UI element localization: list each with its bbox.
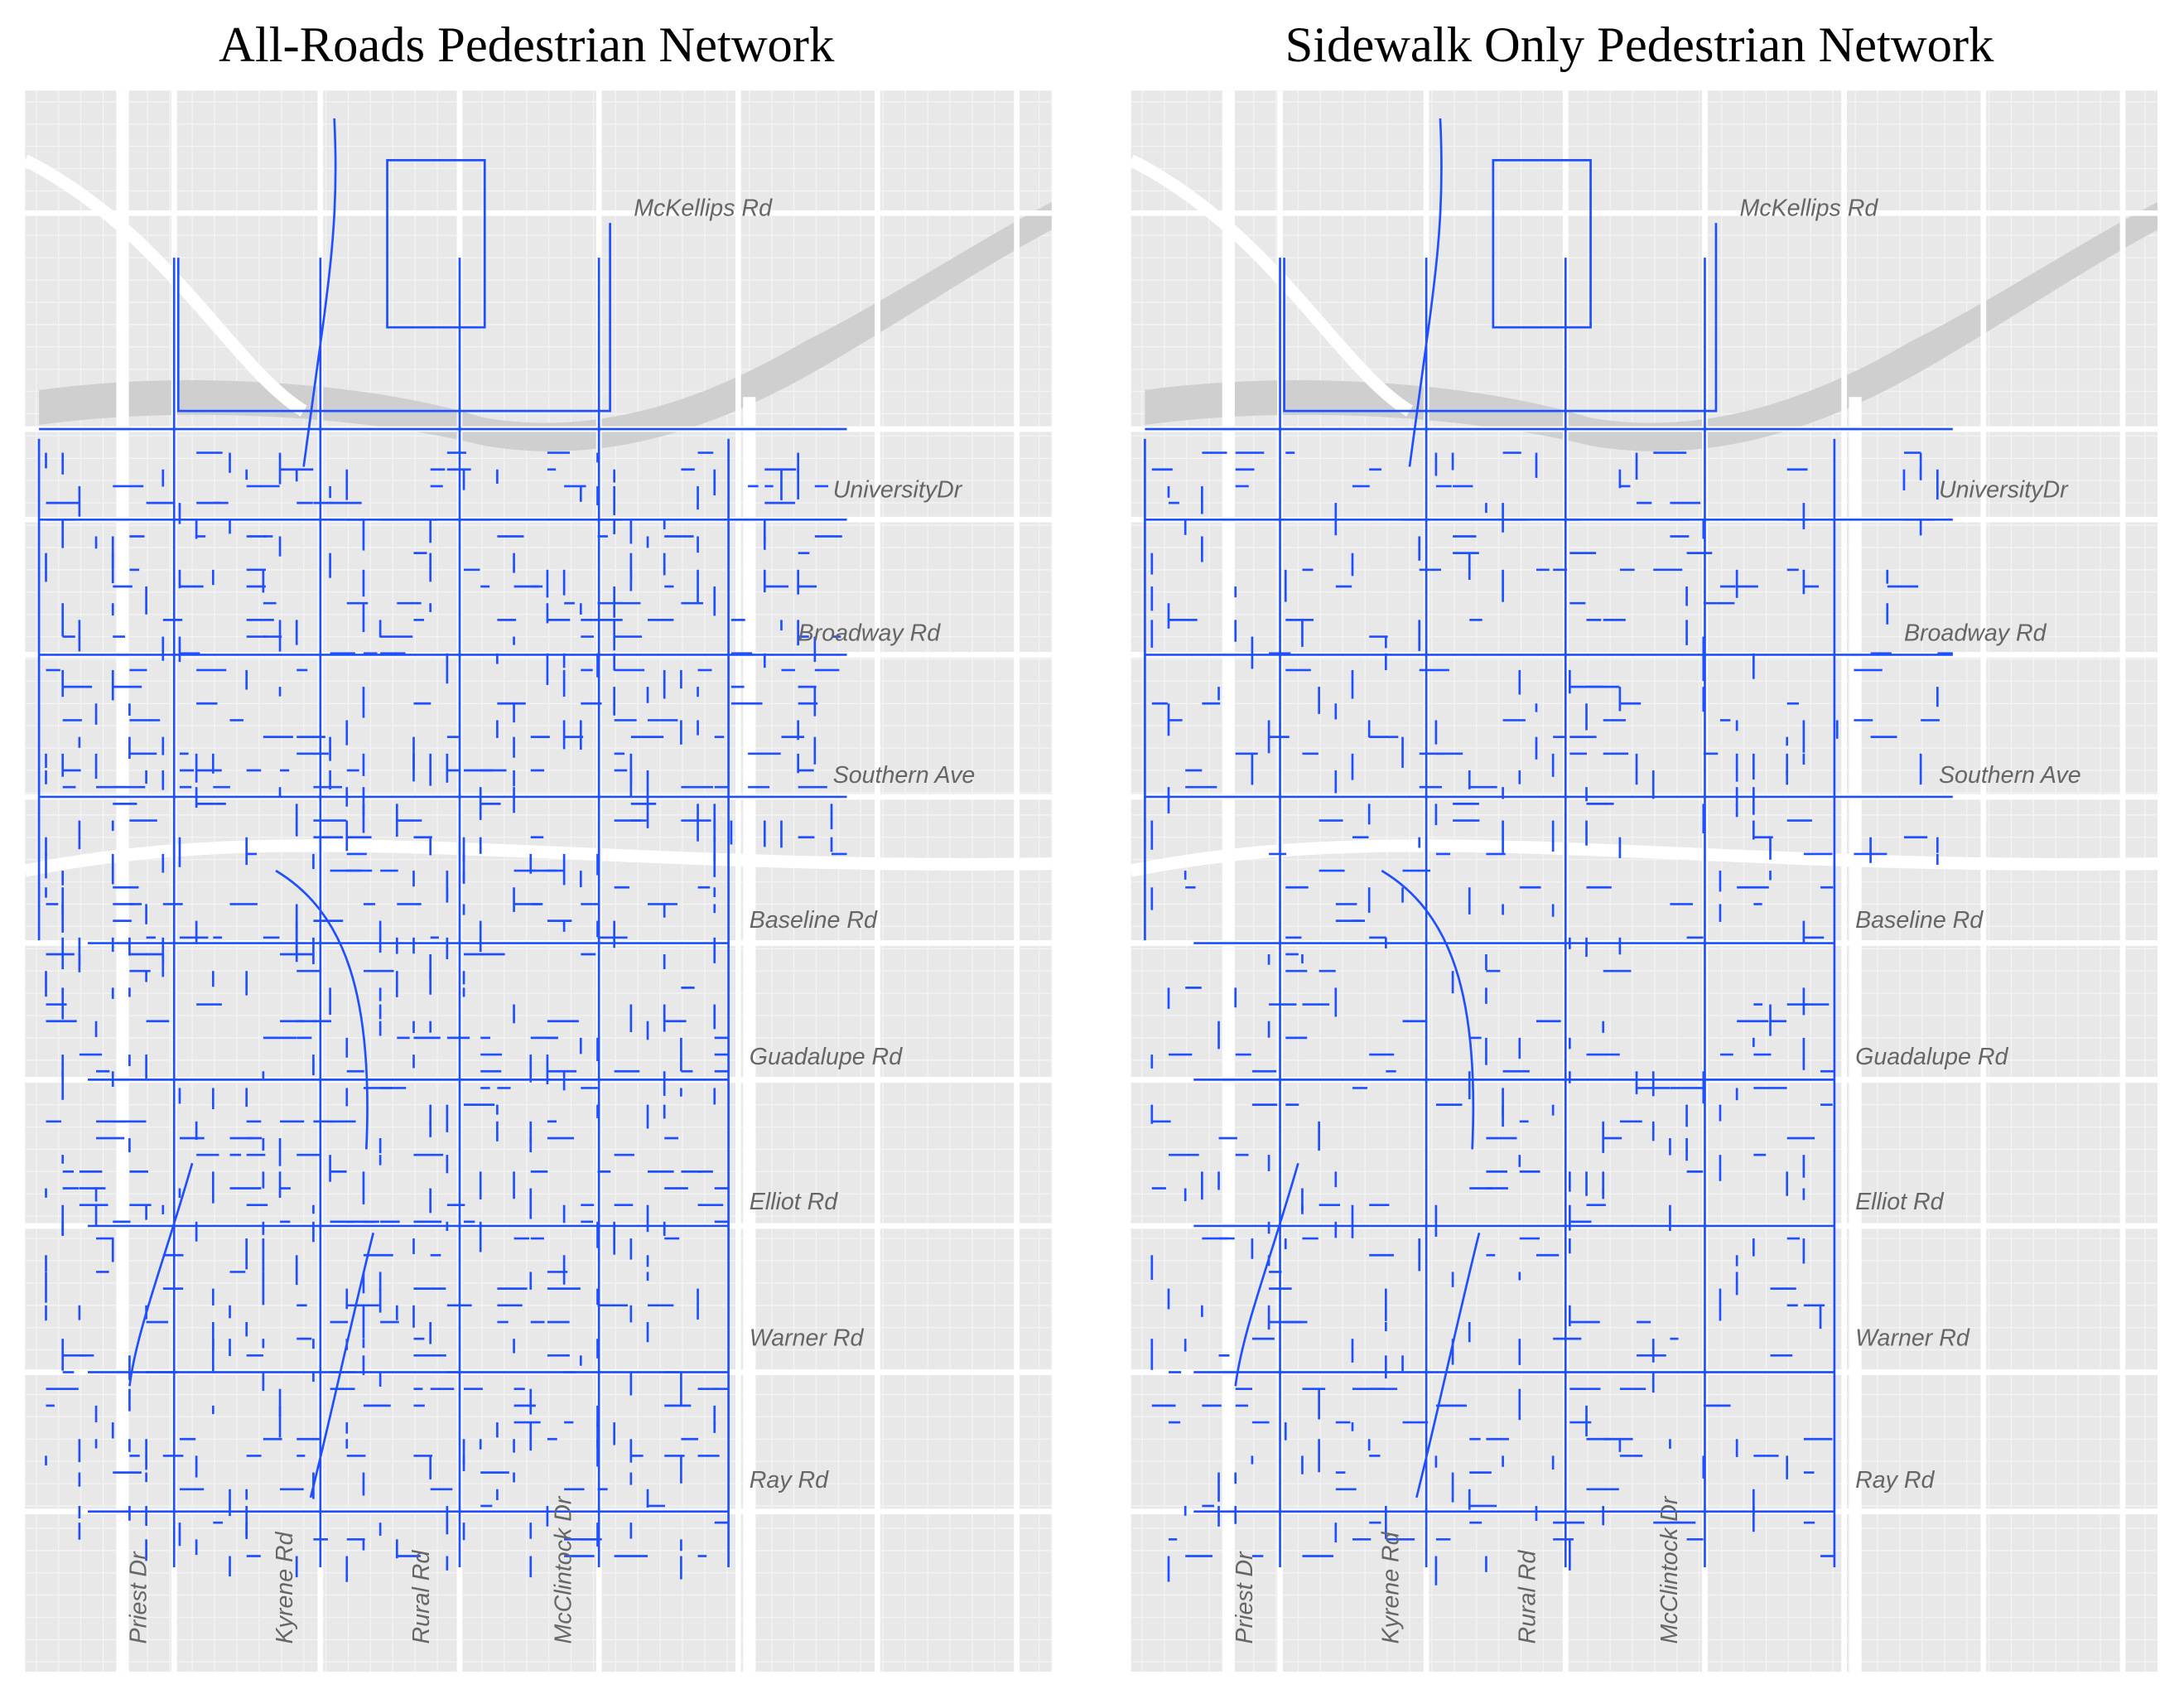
map-background bbox=[25, 90, 1052, 1672]
network-link bbox=[128, 869, 375, 1499]
panel-title: All-Roads Pedestrian Network bbox=[219, 17, 835, 73]
street-label: Rural Rd bbox=[408, 1550, 435, 1644]
road-label: Baseline Rd bbox=[750, 907, 878, 934]
road-label: Broadway Rd bbox=[1904, 620, 2047, 647]
freeway bbox=[1128, 154, 2158, 877]
street-label: Priest Dr bbox=[1232, 1551, 1258, 1644]
map-panel: McKellips Rd UniversityDr Broadway Rd South… bbox=[22, 90, 1052, 1672]
street-label: McClintock Dr bbox=[1656, 1495, 1683, 1643]
map-background bbox=[1131, 90, 2158, 1672]
road-label: McKellips Rd bbox=[1740, 195, 1879, 222]
map-panel: McKellips Rd UniversityDr Broadway Rd South… bbox=[1128, 90, 2158, 1672]
freeway bbox=[22, 154, 1052, 877]
street-label: Rural Rd bbox=[1514, 1550, 1540, 1644]
road-label: Guadalupe Rd bbox=[750, 1044, 903, 1070]
road-label: Warner Rd bbox=[1855, 1325, 1970, 1352]
road-label: Elliot Rd bbox=[750, 1189, 839, 1215]
street-label: Kyrene Rd bbox=[272, 1531, 298, 1643]
road-label: Broadway Rd bbox=[798, 620, 942, 647]
network-link bbox=[1234, 869, 1481, 1499]
network-link bbox=[1283, 118, 1718, 467]
road-label: UniversityDr bbox=[833, 476, 963, 503]
road-label: Southern Ave bbox=[1939, 762, 2081, 789]
road-label: Baseline Rd bbox=[1855, 907, 1984, 934]
street-label: Priest Dr bbox=[126, 1551, 152, 1644]
panel-title: Sidewalk Only Pedestrian Network bbox=[1285, 17, 1994, 73]
street-label: McClintock Dr bbox=[551, 1495, 577, 1643]
street-label: Kyrene Rd bbox=[1377, 1531, 1404, 1643]
river bbox=[1145, 201, 2158, 451]
network-link bbox=[176, 118, 611, 467]
road-label: Ray Rd bbox=[750, 1467, 829, 1494]
road-label: Guadalupe Rd bbox=[1855, 1044, 2008, 1070]
pedestrian-network bbox=[37, 118, 847, 1582]
road-label: Warner Rd bbox=[750, 1325, 865, 1352]
road-label: Ray Rd bbox=[1855, 1467, 1935, 1494]
pedestrian-network bbox=[1144, 118, 1953, 1585]
road-label: UniversityDr bbox=[1939, 476, 2069, 503]
road-label: Southern Ave bbox=[833, 762, 976, 789]
river bbox=[39, 201, 1052, 451]
road-label: Elliot Rd bbox=[1855, 1189, 1945, 1215]
road-label: McKellips Rd bbox=[634, 195, 773, 222]
